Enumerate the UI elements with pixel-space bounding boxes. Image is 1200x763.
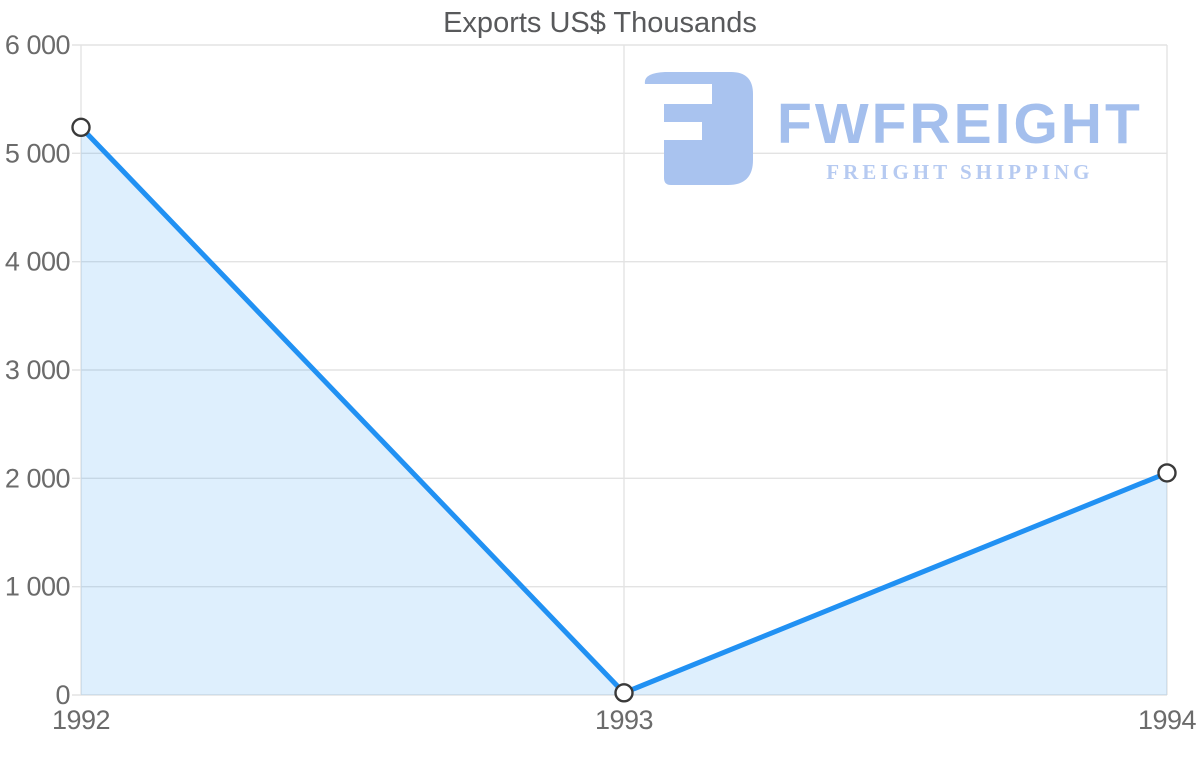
y-axis-label-6000: 6 000 — [5, 30, 70, 60]
x-axis-label-1993: 1993 — [595, 705, 653, 735]
y-axis-label-0: 0 — [55, 680, 70, 710]
y-axis-label-4000: 4 000 — [5, 247, 70, 277]
data-point-1992[interactable] — [71, 117, 91, 138]
y-axis-label-3000: 3 000 — [5, 355, 70, 385]
data-point-1993[interactable] — [614, 683, 634, 703]
chart-title: Exports US$ Thousands — [443, 7, 757, 39]
series-area — [81, 127, 1167, 696]
x-axis-label-1994: 1994 — [1138, 705, 1197, 735]
data-point-1994[interactable] — [1157, 463, 1177, 483]
y-axis-label-2000: 2 000 — [5, 463, 70, 493]
x-axis-label-1992: 1992 — [52, 705, 110, 735]
y-axis-label-5000: 5 000 — [5, 138, 70, 168]
y-axis-label-1000: 1 000 — [5, 572, 70, 602]
